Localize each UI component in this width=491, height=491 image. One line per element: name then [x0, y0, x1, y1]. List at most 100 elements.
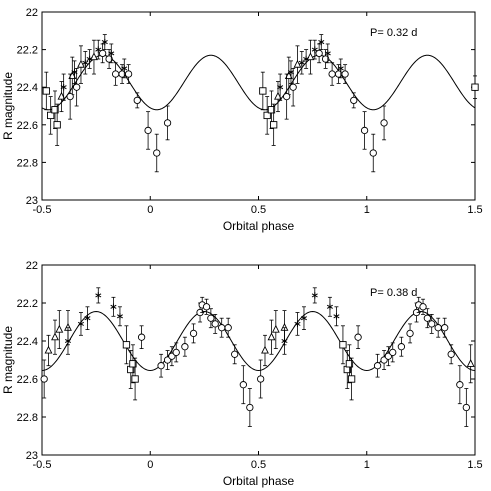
asterisk-stroke: [294, 321, 301, 326]
square-marker: [270, 121, 278, 129]
circle-marker: [369, 149, 377, 157]
plot-frame: [41, 11, 476, 201]
circle-marker: [282, 92, 291, 101]
square-marker: [263, 111, 271, 120]
asterisk-stroke: [333, 314, 340, 319]
data-point-asterisk: [326, 296, 333, 317]
data-point-asterisk: [311, 287, 318, 304]
data-point-circle: [412, 302, 421, 323]
y-axis-label: R magnitude: [1, 72, 15, 140]
triangle-marker: [90, 52, 98, 61]
data-point-asterisk: [303, 49, 310, 69]
asterisk-stroke: [71, 70, 78, 75]
square-marker: [339, 341, 347, 349]
asterisk-stroke: [318, 40, 325, 45]
asterisk-stroke: [298, 60, 305, 65]
data-point-circle: [428, 313, 436, 334]
data-point-square: [270, 103, 278, 146]
data-point-asterisk: [95, 39, 102, 60]
y-tick-label: 22.6: [17, 120, 38, 132]
data-point-circle: [172, 342, 180, 363]
y-tick-label: 22: [26, 260, 38, 272]
circle-marker: [360, 126, 369, 135]
circle-marker: [441, 324, 449, 332]
asterisk-marker: [281, 337, 288, 345]
square-marker: [131, 375, 139, 383]
triangle-marker: [267, 332, 276, 341]
data-point-square: [122, 325, 131, 365]
period-annotation: P= 0.32 d: [370, 27, 417, 39]
circle-marker: [246, 403, 254, 412]
data-point-asterisk: [64, 327, 72, 355]
x-tick-label: 1: [364, 204, 370, 216]
model-curve: [41, 311, 476, 371]
data-point-circle: [189, 323, 198, 344]
chart-panel-1: -0.5 0 0.5 1 1.5 22 22.2 22.4 22.6 22.8 23 Orbital …: [1, 7, 483, 233]
data-point-square: [263, 96, 271, 135]
asterisk-stroke: [77, 321, 84, 326]
data-point-circle: [434, 317, 442, 338]
data-point-triangle: [44, 334, 53, 367]
circle-marker: [40, 375, 48, 383]
data-point-circle: [289, 68, 297, 107]
circle-marker: [447, 350, 455, 358]
asterisk-marker: [311, 292, 318, 299]
asterisk-marker: [324, 50, 331, 57]
circle-marker: [224, 324, 232, 332]
data-point-square: [53, 103, 61, 146]
circle-marker: [350, 96, 358, 105]
y-axis-label: R magnitude: [1, 326, 15, 394]
asterisk-marker: [311, 46, 318, 53]
data-point-circle: [137, 325, 146, 350]
circle-marker: [328, 70, 336, 78]
data-point-circle: [415, 296, 423, 313]
x-tick-label: -0.5: [33, 459, 52, 471]
data-point-circle: [341, 64, 349, 84]
asterisk-marker: [121, 65, 128, 72]
y-tick-label: 22.2: [17, 45, 38, 57]
circle-marker: [315, 49, 323, 58]
y-tick-label: 22.4: [17, 82, 38, 94]
asterisk-marker: [303, 55, 310, 63]
data-point-square: [42, 71, 50, 111]
data-point-circle: [441, 317, 449, 338]
circle-marker: [389, 348, 397, 357]
data-point-asterisk: [300, 306, 307, 331]
data-point-circle: [40, 359, 48, 399]
circle-marker: [406, 329, 414, 338]
circle-marker: [72, 83, 81, 91]
y-tick-label: 23: [26, 195, 38, 207]
asterisk-marker: [110, 303, 117, 310]
triangle-marker: [55, 324, 64, 333]
data-point-circle: [239, 365, 247, 405]
square-marker: [345, 360, 354, 368]
asterisk-stroke: [95, 293, 102, 298]
period-annotation: P= 0.38 d: [370, 287, 417, 299]
asterisk-stroke: [121, 66, 128, 71]
circle-marker: [373, 362, 382, 370]
asterisk-marker: [60, 84, 67, 91]
data-point-circle: [369, 133, 377, 173]
data-point-circle: [133, 92, 141, 109]
circle-marker: [218, 324, 226, 332]
data-point-asterisk: [82, 51, 89, 75]
circle-marker: [153, 149, 161, 157]
asterisk-marker: [95, 46, 102, 53]
asterisk-marker: [337, 65, 344, 72]
triangle-marker: [271, 324, 280, 333]
data-point-circle: [144, 111, 152, 150]
circle-marker: [124, 70, 133, 78]
triangle-marker: [44, 345, 53, 354]
data-point-square: [131, 357, 139, 401]
x-tick-label: 0.5: [251, 204, 266, 216]
circle-marker: [289, 83, 297, 91]
asterisk-stroke: [82, 60, 89, 65]
data-point-triangle: [274, 81, 282, 113]
asterisk-marker: [86, 55, 93, 63]
square-marker: [47, 111, 55, 120]
data-point-circle: [315, 43, 323, 64]
data-point-asterisk: [86, 49, 93, 69]
circle-marker: [181, 343, 189, 351]
data-point-circle: [211, 313, 219, 334]
y-tick-label: 22.8: [17, 157, 38, 169]
